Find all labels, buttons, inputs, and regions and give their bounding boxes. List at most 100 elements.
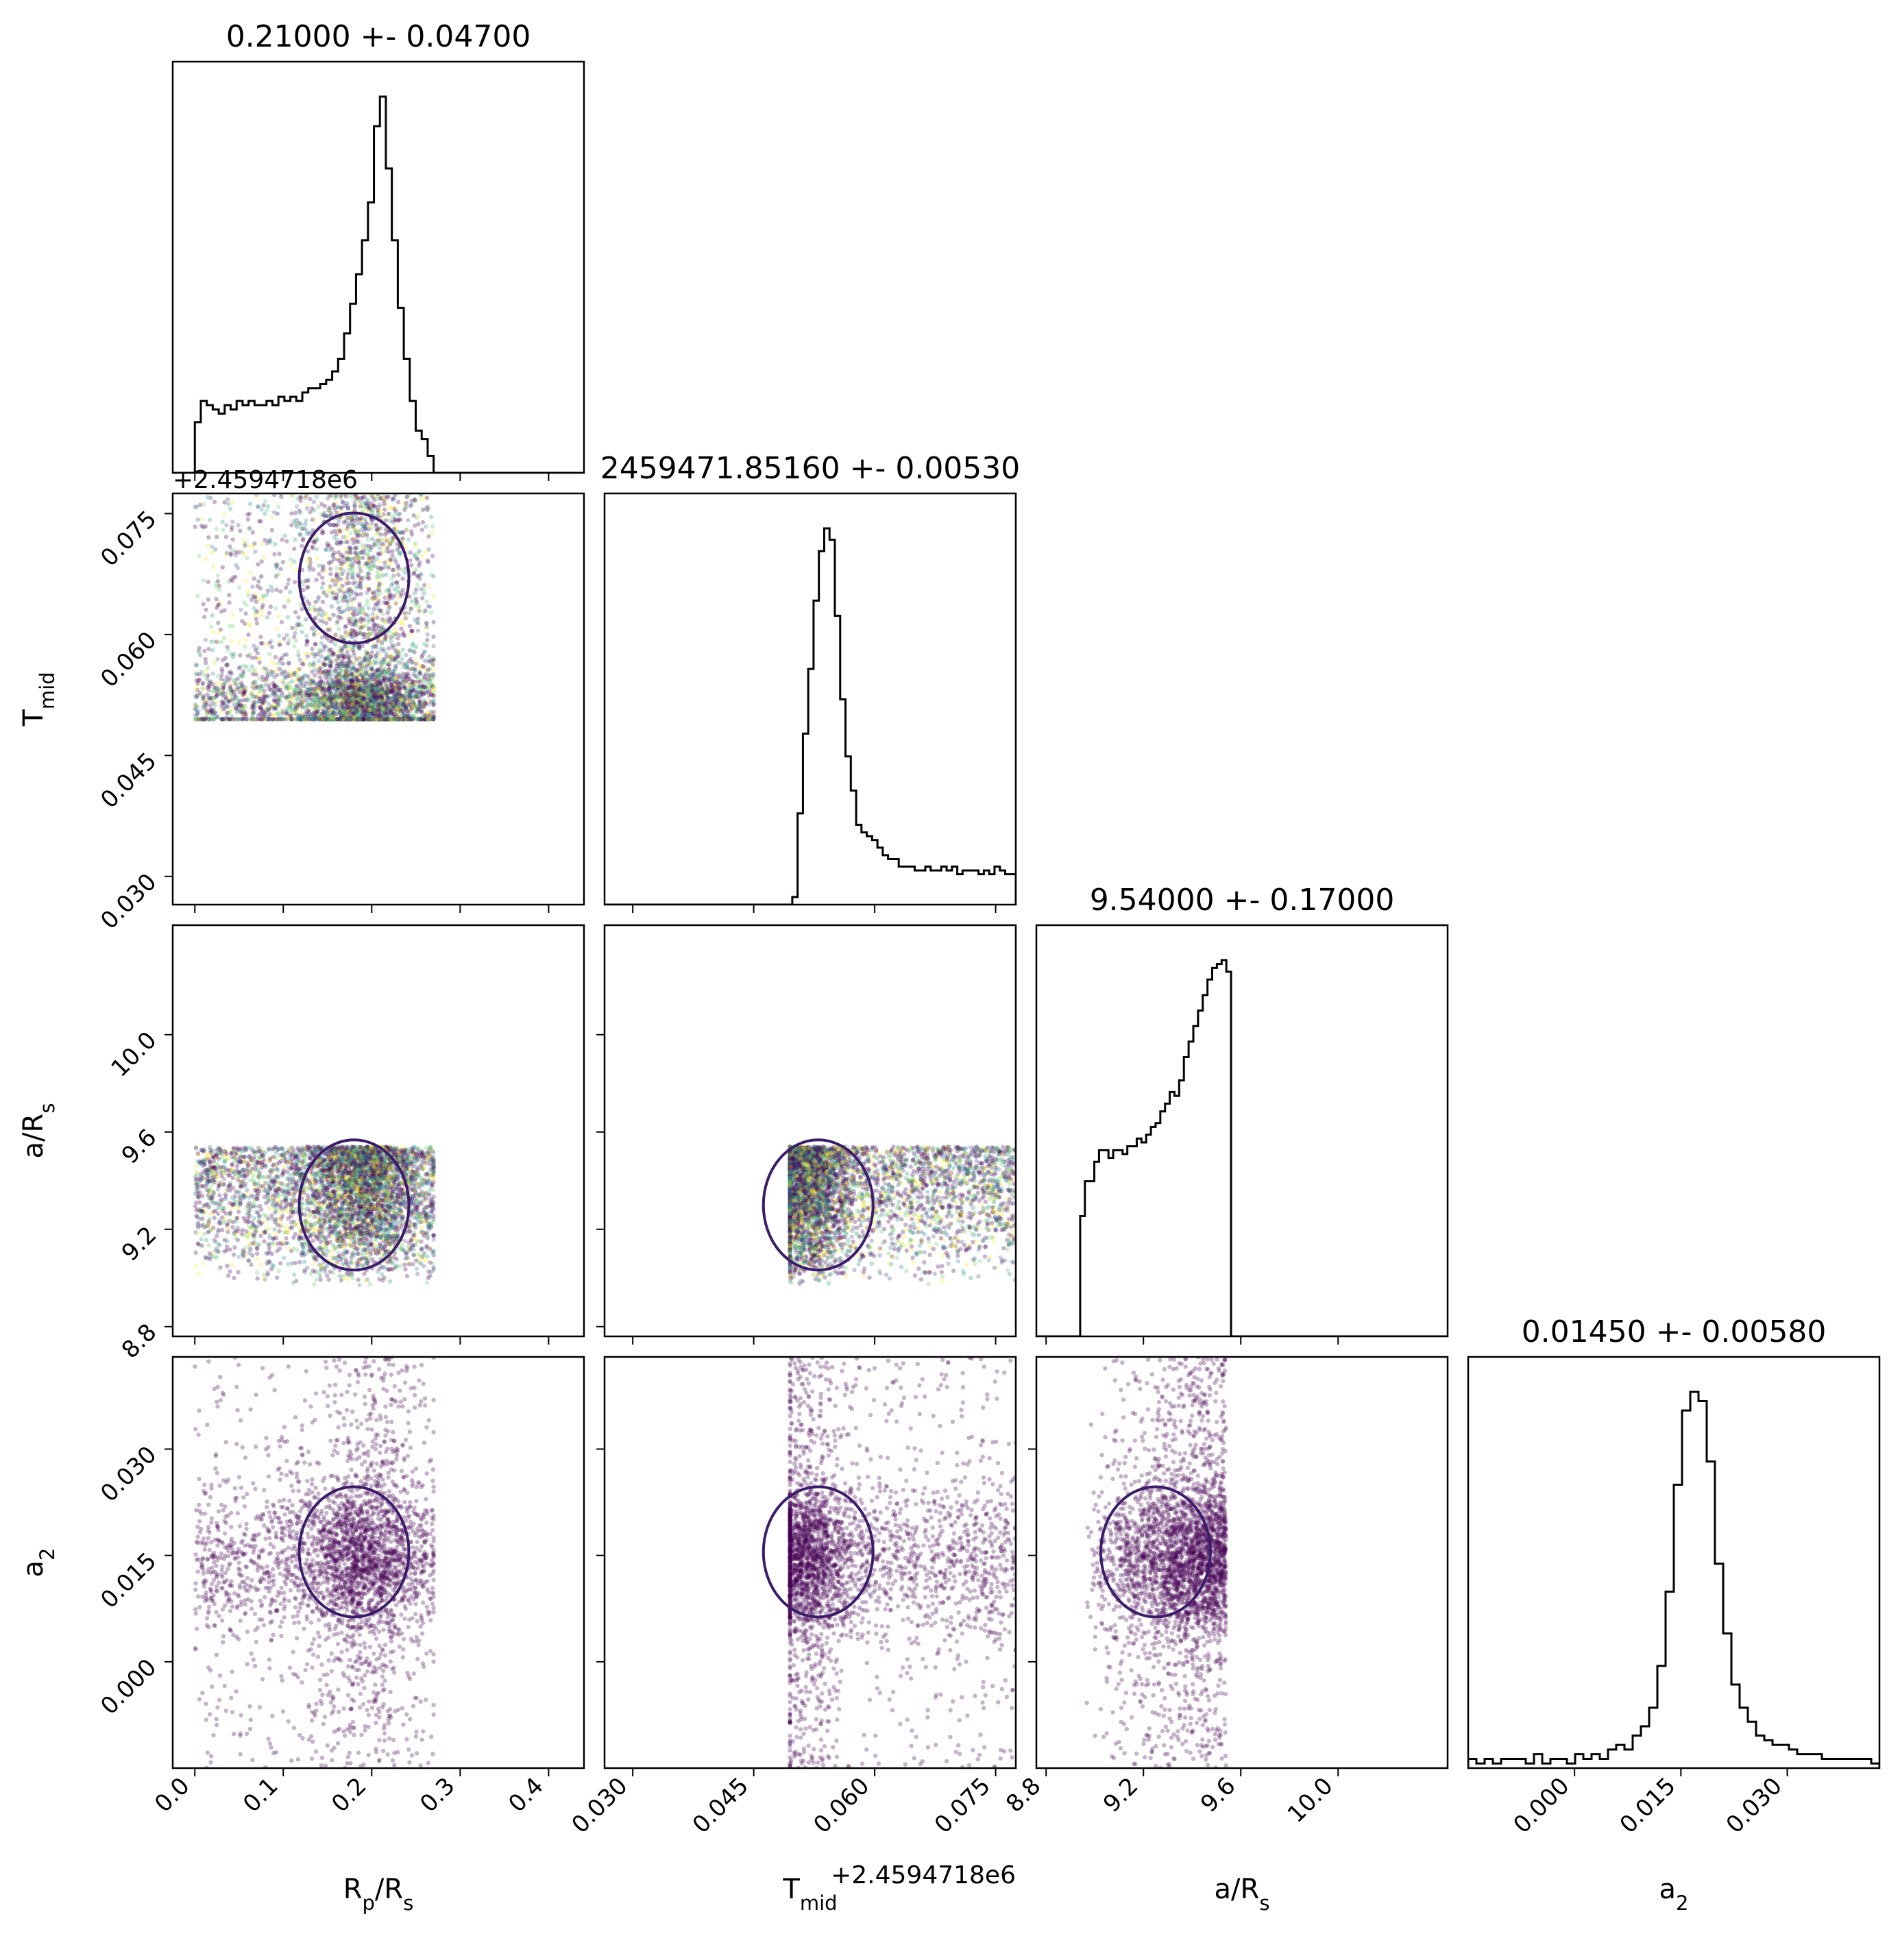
scatter-point [295, 715, 300, 720]
scatter-point [257, 699, 262, 704]
scatter-point [332, 708, 337, 713]
scatter-point [368, 687, 373, 691]
scatter-point [374, 682, 379, 687]
scatter-point [428, 717, 433, 722]
scatter-point [303, 493, 308, 498]
scatter-point [419, 689, 424, 694]
scatter-point [375, 690, 380, 695]
scatter-point [326, 707, 332, 711]
scatter-point [313, 600, 318, 604]
scatter-point [251, 593, 256, 599]
scatter-point [214, 535, 219, 539]
scatter-point [194, 695, 199, 700]
scatter-point [225, 644, 230, 650]
scatter-point [297, 667, 302, 672]
scatter-point [287, 691, 293, 697]
scatter-point [295, 650, 301, 654]
scatter-point [361, 700, 365, 705]
scatter-point [260, 641, 265, 646]
scatter-point [289, 717, 294, 722]
scatter-point [200, 681, 205, 686]
scatter-point [401, 699, 406, 704]
scatter-point [328, 493, 334, 498]
scatter-point [428, 672, 433, 678]
scatter-point [259, 541, 265, 546]
scatter-point [378, 702, 382, 708]
scatter-point [206, 687, 211, 692]
scatter-point [330, 684, 335, 689]
scatter-point [397, 550, 402, 555]
scatter-point [415, 628, 421, 633]
scatter-point [342, 711, 347, 716]
scatter-point [339, 552, 343, 557]
scatter-point [355, 698, 361, 703]
scatter-point [371, 626, 376, 630]
scatter-point [293, 610, 298, 615]
scatter-point [304, 694, 308, 698]
scatter-point [368, 557, 373, 562]
scatter-point [376, 565, 380, 570]
scatter-point [361, 717, 366, 722]
scatter-point [310, 678, 315, 683]
scatter-point [361, 696, 366, 701]
scatter-point [287, 703, 291, 708]
scatter-point [378, 508, 382, 513]
scatter-point [364, 678, 369, 683]
scatter-point [392, 526, 397, 531]
scatter-point [398, 697, 403, 702]
scatter-point [366, 606, 372, 611]
scatter-point [372, 684, 378, 689]
scatter-point [337, 664, 342, 669]
scatter-point [369, 717, 374, 722]
scatter-point [261, 667, 267, 672]
scatter-point [385, 669, 390, 674]
scatter-point [235, 702, 240, 707]
scatter-point [280, 537, 284, 542]
scatter-point [247, 543, 252, 548]
scatter-point [406, 611, 411, 615]
scatter-point [313, 642, 318, 647]
scatter-point [356, 655, 362, 661]
scatter-point [330, 694, 334, 700]
scatter-point [341, 598, 345, 603]
scatter-point [347, 545, 352, 550]
scatter-point [417, 549, 422, 554]
scatter-point [259, 559, 264, 564]
scatter-point [348, 694, 353, 699]
scatter-point [342, 674, 348, 679]
scatter-point [401, 702, 406, 707]
scatter-point [331, 685, 336, 690]
scatter-point [230, 654, 236, 659]
scatter-point [409, 563, 414, 568]
scatter-point [326, 647, 332, 652]
scatter-point [347, 580, 352, 585]
scatter-point [304, 711, 308, 717]
scatter-point [389, 689, 394, 695]
scatter-point [203, 637, 208, 643]
scatter-point [372, 607, 376, 611]
scatter-point [363, 517, 367, 522]
scatter-point [389, 631, 395, 636]
scatter-point [264, 717, 269, 722]
scatter-point [352, 673, 357, 678]
scatter-point [376, 505, 380, 510]
scatter-point [408, 633, 413, 637]
scatter-point [276, 572, 280, 577]
scatter-point [242, 552, 247, 556]
scatter-point [345, 561, 350, 566]
scatter-point [390, 688, 395, 693]
scatter-point [360, 699, 365, 704]
scatter-point [383, 650, 389, 656]
scatter-point [418, 666, 423, 671]
scatter-point [255, 684, 260, 689]
scatter-point [361, 611, 365, 615]
scatter-point [404, 495, 409, 500]
scatter-point [320, 563, 326, 569]
scatter-point [379, 717, 384, 722]
scatter-point [316, 704, 321, 709]
scatter-point [372, 712, 377, 718]
scatter-point [326, 673, 332, 678]
scatter-point [338, 493, 343, 499]
scatter-point [367, 543, 372, 548]
scatter-point [352, 705, 356, 710]
